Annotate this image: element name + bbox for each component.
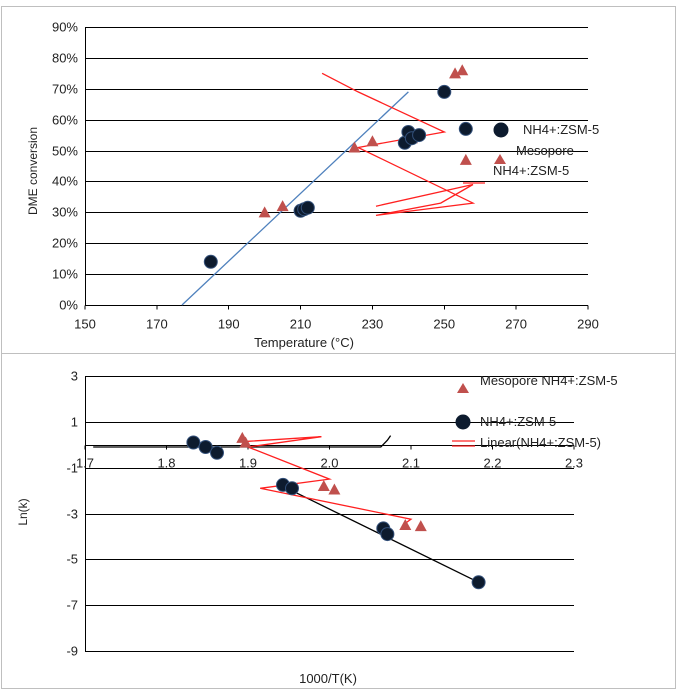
arrhenius-gridlines [84, 376, 575, 652]
data-point-triangle [348, 141, 361, 153]
x-tick-label: 230 [362, 317, 384, 332]
conversion-legend-label: NH4+:ZSM-5 [493, 163, 569, 178]
conversion-tick-labels: 0% 10% 20% 30% 40% 50% 60% 70% 80% 90% 150 170 190 21… [52, 20, 599, 332]
y-tick-label: 80% [52, 51, 78, 66]
y-tick-label: -9 [66, 644, 78, 659]
series-line [93, 435, 392, 448]
data-point-circle [437, 84, 452, 99]
x-tick-label: 210 [290, 317, 312, 332]
data-point-triangle [276, 200, 289, 212]
x-tick-label: 2.2 [483, 456, 501, 471]
y-tick-label: 30% [52, 205, 78, 220]
data-point-triangle [399, 518, 412, 530]
y-tick-label: -5 [66, 552, 78, 567]
y-tick-label: 50% [52, 144, 78, 159]
series-line [321, 72, 476, 217]
x-tick-label: 2.1 [402, 456, 420, 471]
conversion-chart: 0% 10% 20% 30% 40% 50% 60% 70% 80% 90% 150 170 190 21… [26, 20, 599, 351]
series-line [181, 91, 409, 306]
x-tick-label: 170 [146, 317, 168, 332]
x-tick-label: 1.8 [157, 456, 175, 471]
x-tick-label: 150 [74, 317, 96, 332]
x-tick-label: 1.9 [239, 456, 257, 471]
data-point-triangle [366, 135, 379, 147]
data-point-circle [285, 481, 299, 496]
data-point-circle [210, 445, 224, 460]
arrhenius-y-axis-label: Ln(k) [16, 498, 30, 525]
arrhenius-legend-label: Mesopore NH4+:ZSM-5 [480, 373, 618, 388]
conversion-legend: NH4+:ZSM-5 Mesopore NH4+:ZSM-5 [463, 122, 599, 184]
data-point-triangle [258, 206, 271, 218]
data-point-circle [203, 254, 218, 269]
bottom-panel-frame [1, 353, 676, 689]
conversion-x-axis-label: Temperature (°C) [254, 335, 354, 350]
data-point-triangle [456, 64, 469, 76]
arrhenius-chart: 3 1 -1 -3 -5 -7 -9 1.7 1.8 1.9 2.0 2.1 2.2 2.3 1000/T… [16, 369, 618, 687]
y-tick-label: 40% [52, 174, 78, 189]
arrhenius-legend-label: NH4+:ZSM-5 [480, 414, 556, 429]
data-point-circle [471, 575, 486, 590]
y-tick-label: 70% [52, 82, 78, 97]
conversion-legend-label: NH4+:ZSM-5 [523, 122, 599, 137]
legend-marker-circle [493, 122, 509, 138]
legend-marker-circle [455, 414, 471, 430]
y-tick-label: -7 [66, 598, 78, 613]
y-tick-label: -1 [66, 461, 78, 476]
y-tick-label: 90% [52, 20, 78, 35]
arrhenius-series [93, 431, 486, 590]
data-point-circle [198, 440, 213, 454]
data-point-circle [186, 435, 201, 450]
x-tick-label: 290 [577, 317, 599, 332]
arrhenius-x-axis-label: 1000/T(K) [299, 671, 357, 686]
data-point-triangle [239, 436, 252, 448]
x-tick-label: 190 [218, 317, 240, 332]
conversion-legend-label: Mesopore [516, 143, 574, 158]
conversion-gridlines [84, 27, 589, 310]
data-point-triangle [317, 480, 330, 491]
x-tick-label: 1.7 [76, 456, 94, 471]
data-point-triangle [459, 153, 472, 165]
arrhenius-legend-label: Linear(NH4+:ZSM-5) [480, 435, 601, 450]
x-tick-label: 270 [505, 317, 527, 332]
legend-marker-triangle [457, 383, 469, 393]
y-tick-label: 10% [52, 267, 78, 282]
y-tick-label: 3 [71, 369, 78, 384]
x-tick-label: 2.3 [565, 456, 583, 471]
data-point-circle [380, 527, 395, 542]
top-panel-frame [1, 6, 676, 354]
data-point-circle [300, 200, 315, 215]
y-tick-label: 20% [52, 236, 78, 251]
x-tick-label: 2.0 [320, 456, 338, 471]
arrhenius-legend: Mesopore NH4+:ZSM-5 NH4+:ZSM-5 Linear(NH… [452, 373, 618, 450]
data-point-triangle [449, 67, 462, 79]
x-tick-label: 250 [433, 317, 455, 332]
data-point-triangle [328, 483, 341, 495]
y-tick-label: 0% [59, 298, 78, 313]
conversion-series [181, 64, 476, 306]
y-tick-label: -3 [66, 507, 78, 522]
y-tick-label: 60% [52, 113, 78, 128]
series-line [245, 436, 413, 526]
data-point-circle [458, 121, 473, 136]
data-point-triangle [414, 520, 427, 532]
legend-marker-triangle [494, 154, 506, 164]
data-point-circle [412, 128, 427, 143]
y-tick-label: 1 [71, 415, 78, 430]
conversion-y-axis-label: DME conversion [26, 127, 40, 215]
arrhenius-tick-labels: 3 1 -1 -3 -5 -7 -9 1.7 1.8 1.9 2.0 2.1 2.2 2.3 [66, 369, 583, 659]
